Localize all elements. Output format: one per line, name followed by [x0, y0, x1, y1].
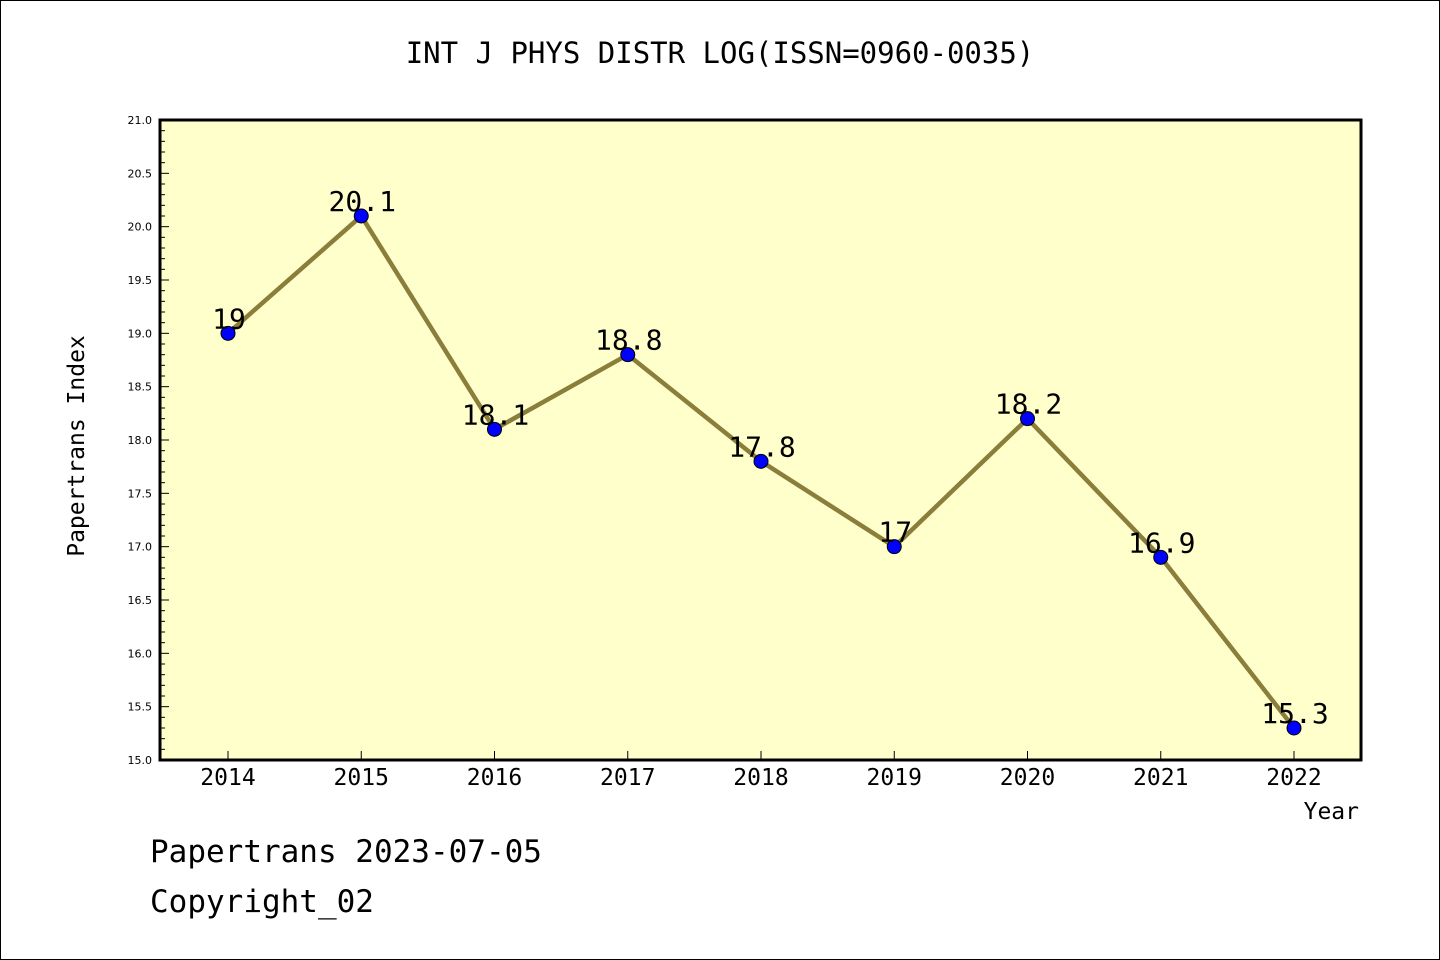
data-point — [753, 453, 769, 469]
series — [220, 208, 1302, 736]
x-axis-label: Year — [1304, 799, 1359, 825]
data-label: 18.2 — [995, 388, 1062, 421]
chart-title: INT J PHYS DISTR LOG(ISSN=0960-0035) — [405, 36, 1035, 70]
x-tick-label: 2015 — [334, 765, 389, 791]
x-tick-label: 2016 — [467, 765, 522, 791]
data-label: 17.8 — [728, 430, 795, 463]
y-tick-label: 15.5 — [128, 701, 153, 714]
x-tick-label: 2021 — [1133, 765, 1188, 791]
data-label: 18.1 — [462, 398, 529, 431]
data-label: 17 — [878, 516, 912, 549]
y-tick-label: 17.5 — [128, 487, 153, 500]
data-label: 19 — [212, 302, 246, 335]
y-tick-label: 16.5 — [128, 594, 153, 607]
y-tick-label: 16.0 — [128, 647, 153, 660]
y-tick-label: 17.0 — [128, 541, 153, 554]
data-point — [1153, 549, 1169, 565]
data-label: 16.9 — [1128, 526, 1195, 559]
x-tick-label: 2022 — [1266, 765, 1321, 791]
y-tick-label: 18.5 — [128, 381, 153, 394]
data-label: 18.8 — [595, 324, 662, 357]
x-tick-label: 2019 — [867, 765, 922, 791]
footer-date-line: Papertrans 2023-07-05 — [150, 834, 542, 870]
y-tick-label: 20.5 — [128, 167, 153, 180]
y-tick-label: 20.0 — [128, 221, 153, 234]
footer-copyright-line: Copyright_02 — [150, 884, 374, 920]
y-tick-label: 19.0 — [128, 327, 153, 340]
data-point — [620, 347, 636, 363]
x-axis: 2014 2015 2016 2017 2018 2019 2020 2021 2022 — [200, 751, 1322, 791]
y-axis-label: Papertrans Index — [64, 335, 90, 557]
x-tick-label: 2017 — [600, 765, 655, 791]
x-tick-label: 2020 — [1000, 765, 1055, 791]
x-tick-label: 2018 — [733, 765, 788, 791]
plot-area — [158, 118, 1363, 762]
data-label: 20.1 — [329, 185, 396, 218]
data-labels: 19 20.1 18.1 18.8 17.8 17 18.2 16.9 15.3 — [212, 185, 1329, 730]
x-tick-label: 2014 — [200, 765, 255, 791]
y-tick-label: 19.5 — [128, 274, 153, 287]
data-point — [1286, 720, 1302, 736]
data-point — [487, 421, 502, 437]
data-point — [220, 325, 236, 341]
data-point — [353, 208, 369, 224]
data-point — [886, 539, 902, 555]
y-tick-label: 18.0 — [128, 434, 153, 447]
data-point — [1020, 411, 1035, 427]
y-tick-label: 15.0 — [128, 754, 153, 767]
data-label: 15.3 — [1261, 697, 1328, 730]
y-axis: 15.0 15.5 16.0 16.5 17.0 17.5 18.0 18.5 19.0 19.5… — [128, 114, 169, 767]
y-tick-label: 21.0 — [128, 114, 153, 127]
